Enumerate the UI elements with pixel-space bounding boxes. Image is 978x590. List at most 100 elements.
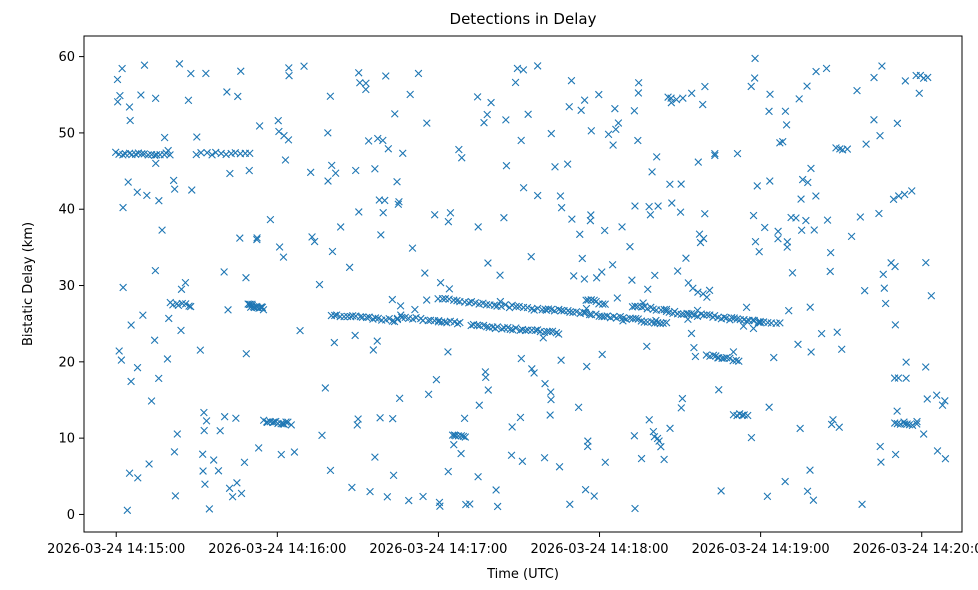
data-point bbox=[396, 302, 405, 310]
data-point bbox=[792, 214, 800, 222]
data-point bbox=[806, 466, 814, 474]
data-point bbox=[577, 106, 585, 115]
data-points bbox=[111, 54, 950, 515]
data-point bbox=[544, 305, 553, 313]
data-point bbox=[795, 95, 803, 103]
data-point bbox=[354, 69, 363, 77]
data-point bbox=[631, 302, 639, 310]
data-point bbox=[125, 149, 134, 158]
data-point bbox=[174, 301, 183, 310]
data-point bbox=[660, 455, 668, 464]
data-point bbox=[519, 183, 528, 192]
data-point bbox=[151, 159, 160, 168]
data-point bbox=[541, 305, 549, 314]
data-point bbox=[565, 102, 574, 111]
data-point bbox=[709, 351, 718, 360]
data-point bbox=[608, 260, 617, 269]
data-point bbox=[776, 319, 784, 327]
data-point bbox=[435, 498, 444, 507]
data-point bbox=[717, 487, 725, 495]
data-point bbox=[164, 146, 172, 155]
data-point bbox=[682, 254, 690, 263]
data-point bbox=[533, 191, 542, 200]
data-point bbox=[690, 343, 698, 352]
data-point bbox=[310, 237, 319, 246]
data-point bbox=[932, 391, 941, 399]
data-point bbox=[580, 96, 589, 104]
data-point bbox=[446, 209, 455, 217]
data-point bbox=[371, 165, 379, 173]
data-point bbox=[116, 91, 124, 100]
data-point bbox=[119, 151, 127, 159]
data-point bbox=[774, 227, 782, 236]
data-point bbox=[388, 295, 397, 304]
data-point bbox=[474, 223, 482, 231]
data-point bbox=[282, 418, 290, 426]
data-point bbox=[581, 485, 590, 494]
data-point bbox=[533, 304, 542, 313]
data-point bbox=[414, 69, 423, 78]
data-point bbox=[527, 252, 536, 261]
data-point bbox=[732, 356, 741, 365]
data-point bbox=[803, 82, 811, 90]
data-point bbox=[666, 424, 674, 433]
data-point bbox=[677, 404, 686, 412]
data-point bbox=[150, 336, 159, 345]
data-point bbox=[782, 121, 791, 129]
data-point bbox=[774, 234, 782, 243]
data-point bbox=[395, 394, 404, 403]
data-point bbox=[449, 296, 458, 304]
data-point bbox=[444, 467, 453, 476]
data-point bbox=[582, 362, 591, 371]
data-point bbox=[751, 237, 760, 246]
data-point bbox=[117, 356, 126, 364]
data-point bbox=[628, 276, 636, 284]
data-point bbox=[124, 178, 132, 186]
data-point bbox=[676, 208, 685, 216]
data-point bbox=[406, 90, 414, 99]
data-point bbox=[336, 223, 345, 231]
data-point bbox=[113, 75, 122, 84]
data-point bbox=[369, 346, 378, 354]
x-tick-label: 2026-03-24 14:16:00 bbox=[208, 542, 346, 557]
data-point bbox=[568, 215, 576, 223]
data-point bbox=[170, 185, 179, 193]
data-point bbox=[500, 213, 508, 222]
data-point bbox=[742, 317, 751, 325]
data-point bbox=[281, 156, 290, 164]
data-point bbox=[451, 431, 460, 440]
data-point bbox=[687, 89, 696, 98]
data-point bbox=[385, 314, 393, 323]
data-point bbox=[511, 78, 520, 87]
data-point bbox=[225, 484, 234, 493]
data-point bbox=[185, 302, 193, 310]
data-point bbox=[133, 363, 142, 372]
data-point bbox=[664, 93, 672, 101]
data-point bbox=[753, 182, 762, 190]
data-point bbox=[280, 131, 288, 140]
data-point bbox=[590, 492, 599, 500]
data-point bbox=[684, 279, 693, 287]
data-point bbox=[545, 327, 554, 336]
data-point bbox=[202, 417, 211, 425]
data-point bbox=[481, 373, 490, 382]
data-point bbox=[566, 500, 574, 509]
data-point bbox=[923, 395, 932, 403]
data-point bbox=[907, 187, 916, 195]
data-point bbox=[455, 145, 463, 154]
x-axis-ticks: 2026-03-24 14:15:00 2026-03-24 14:16:00 20… bbox=[47, 532, 978, 557]
data-point bbox=[797, 226, 806, 235]
data-point bbox=[214, 466, 223, 475]
data-point bbox=[158, 226, 166, 234]
data-point bbox=[143, 191, 151, 200]
data-point bbox=[557, 203, 566, 212]
data-point bbox=[389, 471, 398, 480]
data-point bbox=[266, 215, 275, 224]
data-point bbox=[527, 305, 536, 313]
data-point bbox=[306, 168, 315, 177]
data-point bbox=[640, 318, 649, 326]
data-point bbox=[395, 197, 403, 206]
data-point bbox=[860, 286, 869, 295]
data-point bbox=[517, 354, 526, 363]
data-point bbox=[533, 62, 542, 70]
